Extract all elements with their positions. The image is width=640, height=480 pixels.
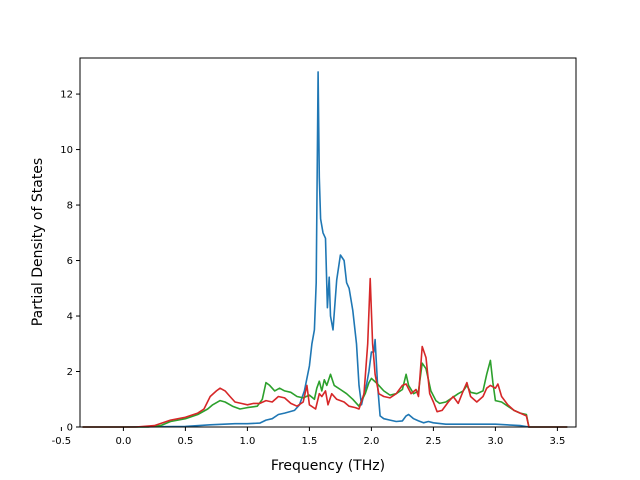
series-layer bbox=[82, 71, 568, 428]
y-axis-ticks: 0 2 4 6 8 10 12 bbox=[60, 90, 80, 434]
x-tick-label: -0.5 bbox=[52, 436, 72, 447]
x-tick-label: 2.0 bbox=[363, 436, 379, 447]
y-axis-label: Partial Density of States bbox=[30, 158, 46, 326]
y-tick-label: 12 bbox=[60, 90, 73, 101]
plot-frame bbox=[79, 57, 577, 428]
x-tick-label: 1.0 bbox=[239, 436, 255, 447]
series-line-1 bbox=[82, 71, 568, 428]
x-tick-label: 0.0 bbox=[115, 436, 131, 447]
x-tick-label: 3.0 bbox=[487, 436, 503, 447]
y-tick-label: 6 bbox=[67, 256, 73, 267]
y-tick-label: 2 bbox=[67, 367, 73, 378]
x-tick-label: 1.5 bbox=[301, 436, 317, 447]
x-tick-label: 3.5 bbox=[549, 436, 565, 447]
y-tick-label: 4 bbox=[67, 312, 73, 323]
x-tick-label: 0.5 bbox=[177, 436, 193, 447]
series-line-3 bbox=[82, 277, 568, 428]
y-tick-label: 0 bbox=[67, 423, 73, 434]
y-tick-label: 10 bbox=[60, 145, 73, 156]
x-axis-ticks: -0.5 0.0 0.5 1.0 1.5 2.0 2.5 3.0 3.5 bbox=[52, 427, 565, 447]
x-tick-label: 2.5 bbox=[425, 436, 441, 447]
y-tick-label: 8 bbox=[67, 201, 73, 212]
x-axis-label: Frequency (THz) bbox=[271, 458, 385, 474]
